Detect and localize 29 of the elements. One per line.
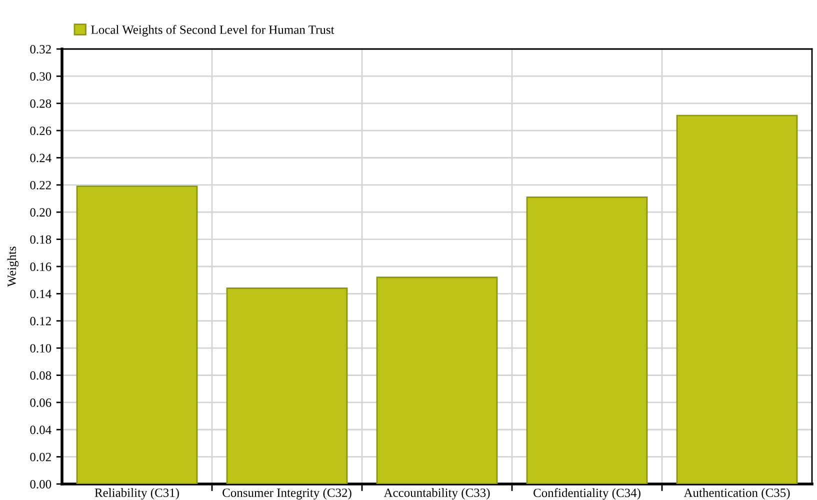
y-tick-label: 0.20	[30, 208, 52, 217]
y-tick-label: 0.18	[30, 235, 52, 244]
bar	[376, 276, 498, 484]
y-tick-label: 0.00	[30, 480, 52, 489]
y-tick-label: 0.16	[30, 262, 52, 272]
x-tick-label: Confidentiality (C34)	[534, 488, 640, 500]
y-tick-label: 0.28	[30, 99, 52, 108]
y-tick-label: 0.24	[30, 154, 52, 162]
bar	[76, 186, 198, 484]
x-tick-label: Authentication (C35)	[684, 488, 790, 500]
legend-label: Local Weights of Second Level for Human Trust	[91, 25, 334, 36]
bar	[226, 288, 348, 484]
y-tick-label: 0.04	[30, 426, 52, 434]
y-tick-label: 0.08	[30, 371, 52, 380]
x-tick-label: Reliability (C31)	[94, 488, 179, 500]
y-tick-label: 0.32	[30, 45, 51, 54]
y-axis-title: Weights	[7, 246, 19, 287]
bar	[526, 196, 648, 484]
bar	[676, 114, 798, 484]
y-tick-label: 0.26	[30, 126, 52, 136]
y-tick-label: 0.06	[30, 398, 52, 407]
y-tick-label: 0.02	[30, 452, 51, 462]
y-tick-label: 0.30	[30, 72, 52, 81]
y-tick-label: 0.14	[30, 290, 52, 298]
x-tick-label: Accountability (C33)	[384, 488, 490, 500]
y-tick-label: 0.10	[30, 344, 52, 353]
y-tick-label: 0.22	[30, 180, 51, 190]
x-tick-label: Consumer Integrity (C32)	[222, 488, 352, 500]
y-tick-label: 0.12	[30, 316, 51, 326]
